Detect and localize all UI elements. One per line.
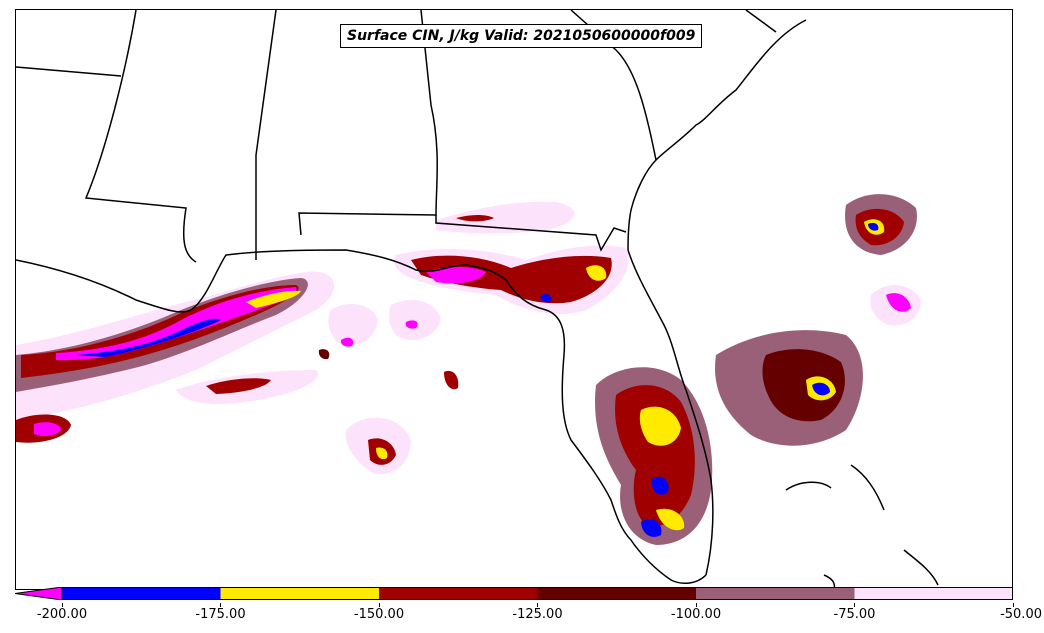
cin-region-panhandle-blue: [540, 294, 552, 303]
cin-region-cell-1-core: [340, 337, 354, 347]
colorbar-segments: [62, 587, 1013, 600]
colorbar-tick-mark: [378, 603, 380, 607]
cin-region-cell-5: [318, 349, 330, 360]
colorbar: [15, 587, 1013, 600]
cin-region-cell-2-core: [405, 320, 418, 329]
cin-region-edge-blob-core: [34, 422, 61, 437]
cin-region-cell-3-core: [376, 447, 388, 460]
coast-bahamas-2: [850, 464, 885, 511]
coastlines: [16, 10, 939, 589]
cin-region-cell-2: [389, 300, 441, 340]
colorbar-segment: [696, 587, 855, 600]
cin-region-north-band-core: [456, 215, 494, 222]
cin-region-gulf-west-blue: [76, 318, 221, 357]
cin-region-atlantic-blue: [812, 382, 830, 396]
colorbar-segment: [854, 587, 1013, 600]
colorbar-tick-mark: [537, 603, 538, 607]
cin-region-gulf-central-core: [206, 378, 271, 394]
colorbar-tick-label: -150.00: [353, 607, 405, 622]
coast-bahamas-3: [903, 549, 939, 586]
state-border-north-1: [16, 66, 122, 77]
colorbar-segment: [537, 587, 697, 600]
state-border-al-ga: [255, 10, 277, 260]
cin-region-peninsula-blue-2: [641, 519, 662, 537]
colorbar-labels: -200.00 -175.00 -150.00 -125.00 -100.00 -75.0…: [0, 603, 1044, 627]
colorbar-segment: [62, 587, 221, 600]
colorbar-outline: [61, 587, 1013, 600]
state-border-sc: [745, 10, 777, 33]
coast-florida-east: [627, 249, 714, 576]
state-border-fl: [435, 215, 627, 252]
cin-region-peninsula-yellow: [639, 406, 681, 446]
cin-region-peninsula-yellow-2: [656, 508, 685, 531]
cin-region-peninsula-blue: [651, 476, 669, 495]
state-border-ga: [298, 10, 438, 236]
coast-gulf: [16, 249, 707, 585]
colorbar-extend-min: [15, 587, 63, 600]
cin-contours: [16, 194, 921, 545]
colorbar-segment: [379, 587, 538, 600]
colorbar-tick-mark: [695, 603, 697, 607]
colorbar-segment: [220, 587, 380, 600]
colorbar-tick-mark: [1012, 603, 1014, 607]
coast-bahamas-1: [785, 481, 832, 491]
cin-map: [16, 10, 939, 589]
colorbar-tick-label: -125.00: [512, 607, 563, 622]
colorbar-tick-label: -175.00: [195, 607, 246, 622]
colorbar-tick-mark: [220, 603, 221, 607]
state-border-ne: [570, 10, 657, 161]
cin-region-gulf-west-core: [56, 287, 297, 361]
cin-region-panhandle-yellow: [586, 265, 607, 281]
cin-region-cell-4: [444, 370, 459, 390]
cin-region-atlantic-ne-blue: [868, 222, 879, 231]
colorbar-tick-label: -75.00: [833, 607, 876, 622]
colorbar-tick-mark: [854, 603, 855, 607]
state-border-ms-al: [84, 10, 197, 263]
colorbar-tick-mark: [61, 603, 63, 607]
cin-region-atlantic-e-core: [886, 293, 911, 312]
colorbar-tick-label: -200.00: [36, 607, 88, 622]
cin-region-panhandle-core: [426, 266, 486, 284]
cin-region-cell-1: [328, 304, 378, 346]
map-panel: Surface CIN, J/kg Valid: 2021050600000f0…: [15, 9, 1013, 590]
cin-region-gulf-west-yellow: [246, 290, 301, 308]
colorbar-tick-label: -50.00: [1000, 607, 1042, 622]
coast-atlantic-upper: [627, 19, 807, 251]
colorbar-tick-label: -100.00: [670, 607, 722, 622]
cin-region-atlantic-mid: [762, 349, 845, 422]
map-title: Surface CIN, J/kg Valid: 2021050600000f0…: [340, 24, 703, 48]
